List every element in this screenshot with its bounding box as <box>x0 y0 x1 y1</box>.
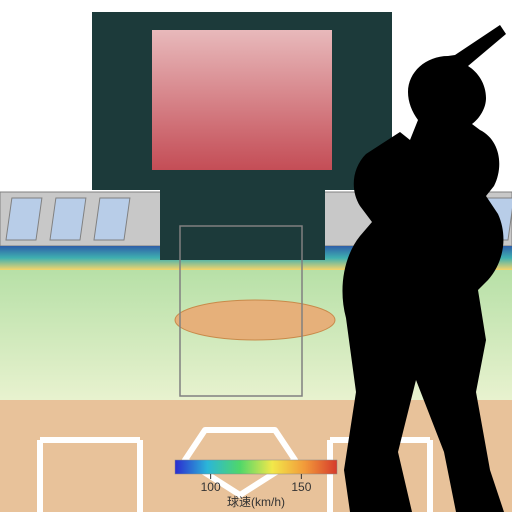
stands-panel <box>50 198 86 240</box>
stands-panel <box>6 198 42 240</box>
baseball-scene: 100 150 球速(km/h) <box>0 0 512 512</box>
legend-gradient-bar <box>175 460 337 474</box>
pitchers-mound <box>175 300 335 340</box>
scoreboard-screen <box>152 30 332 170</box>
scoreboard-pillar <box>160 190 325 260</box>
legend-label: 球速(km/h) <box>227 495 285 509</box>
legend-tick-label: 150 <box>291 480 311 494</box>
legend-tick-label: 100 <box>201 480 221 494</box>
stands-panel <box>94 198 130 240</box>
